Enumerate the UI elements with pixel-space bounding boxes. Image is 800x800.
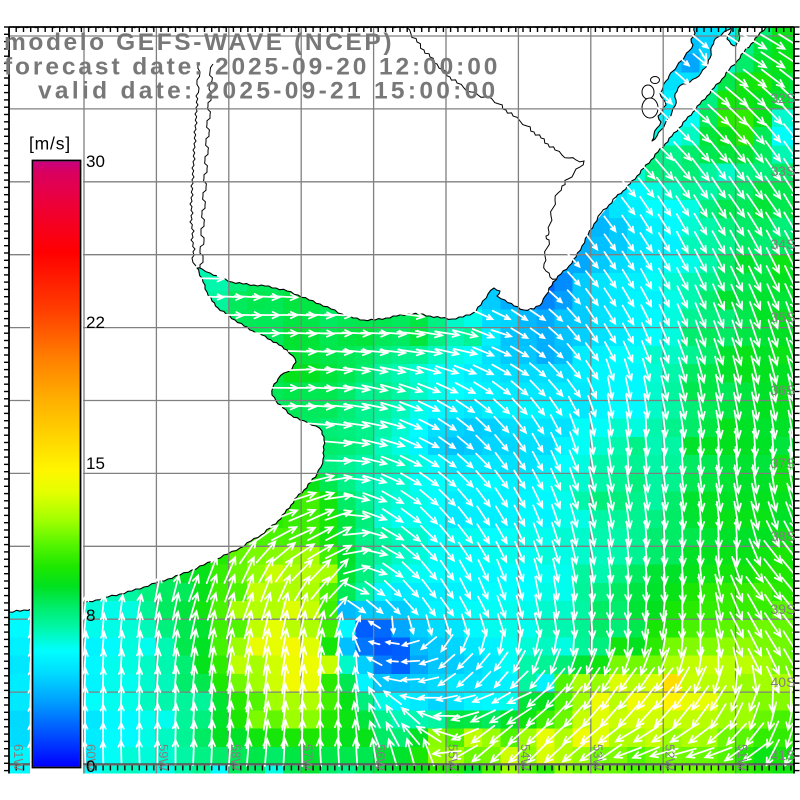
svg-text:0: 0 (86, 757, 95, 776)
svg-text:15: 15 (86, 454, 105, 473)
svg-text:modelo GEFS-WAVE (NCEP): modelo GEFS-WAVE (NCEP) (4, 29, 394, 56)
svg-text:30: 30 (86, 152, 105, 171)
svg-text:56W: 56W (373, 744, 388, 771)
svg-text:51W: 51W (735, 744, 750, 771)
svg-text:forecast date: 2025-09-20 12:0: forecast date: 2025-09-20 12:00:00 (4, 54, 500, 81)
svg-text:valid date: 2025-09-21 15:00:0: valid date: 2025-09-21 15:00:00 (38, 78, 498, 105)
svg-text:32S: 32S (771, 90, 796, 106)
svg-text:59W: 59W (156, 744, 171, 771)
svg-text:38S: 38S (771, 528, 796, 544)
svg-text:[m/s]: [m/s] (29, 134, 71, 154)
svg-text:58W: 58W (228, 744, 243, 771)
svg-text:35S: 35S (771, 309, 796, 325)
svg-text:55W: 55W (446, 744, 461, 771)
svg-text:36S: 36S (771, 382, 796, 398)
svg-text:40S: 40S (771, 674, 796, 690)
svg-text:54W: 54W (518, 744, 533, 771)
svg-text:57W: 57W (301, 744, 316, 771)
svg-text:22: 22 (86, 313, 105, 332)
svg-text:37S: 37S (771, 455, 796, 471)
svg-text:39S: 39S (771, 601, 796, 617)
svg-text:60W: 60W (84, 744, 99, 771)
svg-text:41S: 41S (771, 747, 796, 763)
svg-text:61W: 61W (11, 744, 26, 771)
svg-text:34S: 34S (771, 236, 796, 252)
svg-text:8: 8 (86, 606, 95, 625)
svg-text:53W: 53W (590, 744, 605, 771)
svg-text:52W: 52W (663, 744, 678, 771)
svg-text:33S: 33S (771, 163, 796, 179)
